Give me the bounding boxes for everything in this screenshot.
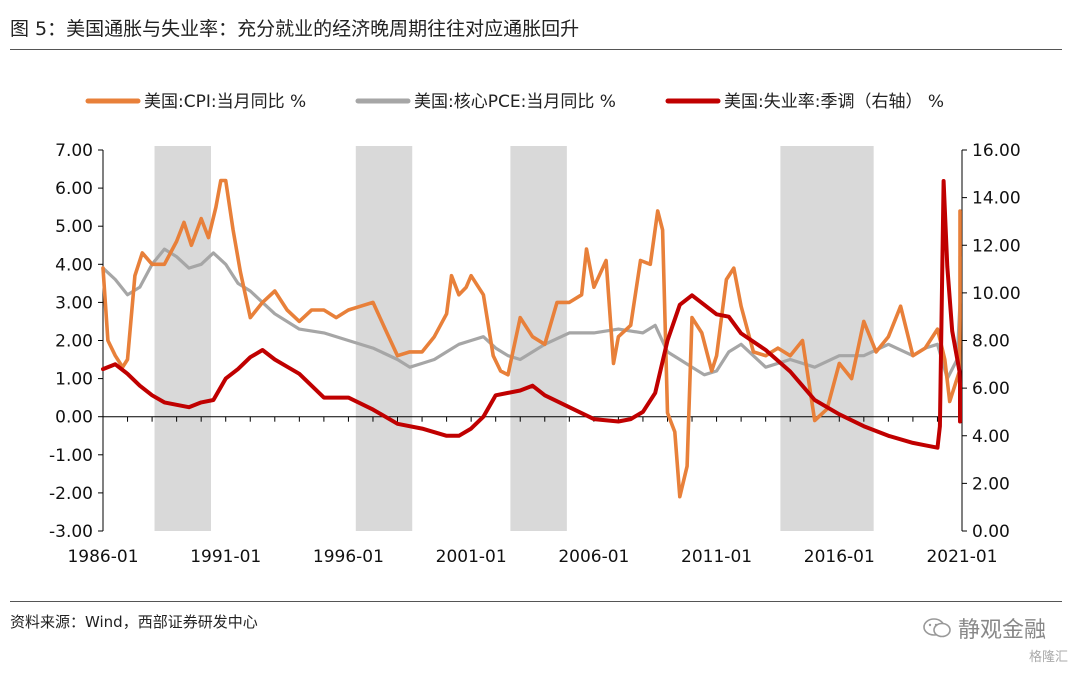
y-left-tick-label-0: 7.00	[55, 141, 93, 161]
x-tick-label-6: 2016-01	[804, 547, 875, 567]
wechat-icon	[923, 618, 951, 638]
x-tick-label-4: 2006-01	[558, 547, 629, 567]
y-right-tick-label-5: 6.00	[972, 379, 1010, 399]
source-note: 资料来源：Wind，西部证券研发中心	[10, 613, 258, 631]
y-left-tick-label-7: 0.00	[55, 408, 93, 428]
x-axis: 1986-01 1991-01 1996-01 2001-01 2006-01 2011-…	[67, 416, 998, 567]
y-right-tick-label-3: 10.00	[972, 284, 1021, 304]
y-left-tick-label-6: 1.00	[55, 370, 93, 390]
y-left-tick-label-9: -2.00	[49, 484, 93, 504]
x-tick-label-7: 2021-01	[926, 547, 997, 567]
y-left-tick-label-4: 3.00	[55, 293, 93, 313]
y-left-tick-label-8: -1.00	[49, 446, 93, 466]
x-tick-label-5: 2011-01	[681, 547, 752, 567]
shaded-band-0	[154, 146, 211, 531]
legend-label-0: 美国:CPI:当月同比 %	[144, 92, 306, 112]
y-left-tick-label-10: -3.00	[49, 522, 93, 542]
cpi-line	[101, 178, 962, 499]
title-divider	[10, 49, 1062, 50]
watermark: 格隆汇	[1028, 650, 1068, 665]
y-axis-right: 16.00 14.00 12.00 10.00 8.00 6.00 4.00 2.00 0.00	[961, 141, 1021, 542]
y-right-tick-label-8: 0.00	[972, 522, 1010, 542]
x-tick-label-3: 2001-01	[436, 547, 507, 567]
page-title: 图 5：美国通胀与失业率：充分就业的经济晚周期往往对应通胀回升	[10, 18, 580, 40]
brand: 静观金融	[922, 612, 1046, 644]
legend-label-1: 美国:核心PCE:当月同比 %	[414, 92, 616, 112]
y-right-tick-label-4: 8.00	[972, 332, 1010, 352]
y-left-tick-label-5: 2.00	[55, 332, 93, 352]
unemployment-line	[101, 179, 962, 450]
series-lines	[101, 178, 962, 499]
y-left-tick-label-1: 6.00	[55, 179, 93, 199]
brand-name: 静观金融	[957, 618, 1046, 643]
shaded-band-1	[355, 146, 413, 531]
y-right-tick-label-2: 12.00	[972, 236, 1021, 256]
footer-divider	[10, 601, 1062, 602]
legend: 美国:CPI:当月同比 % 美国:核心PCE:当月同比 % 美国:失业率:季调（右轴…	[85, 92, 944, 112]
y-right-tick-label-1: 14.00	[972, 189, 1021, 209]
y-right-tick-label-6: 4.00	[972, 427, 1010, 447]
x-tick-label-2: 1996-01	[313, 547, 384, 567]
y-left-tick-label-2: 5.00	[55, 217, 93, 237]
y-right-tick-label-0: 16.00	[972, 141, 1021, 161]
x-tick-label-1: 1991-01	[190, 547, 261, 567]
y-left-tick-label-3: 4.00	[55, 255, 93, 275]
legend-label-2: 美国:失业率:季调（右轴） %	[724, 92, 944, 112]
x-tick-label-0: 1986-01	[67, 547, 138, 567]
chart: 美国:CPI:当月同比 % 美国:核心PCE:当月同比 % 美国:失业率:季调（右轴…	[49, 92, 1021, 567]
shaded-band-3	[780, 146, 874, 531]
y-right-tick-label-7: 2.00	[972, 474, 1010, 494]
y-axis-left: 7.00 6.00 5.00 4.00 3.00 2.00 1.00 0.00 -1.00 -2.…	[49, 141, 104, 542]
